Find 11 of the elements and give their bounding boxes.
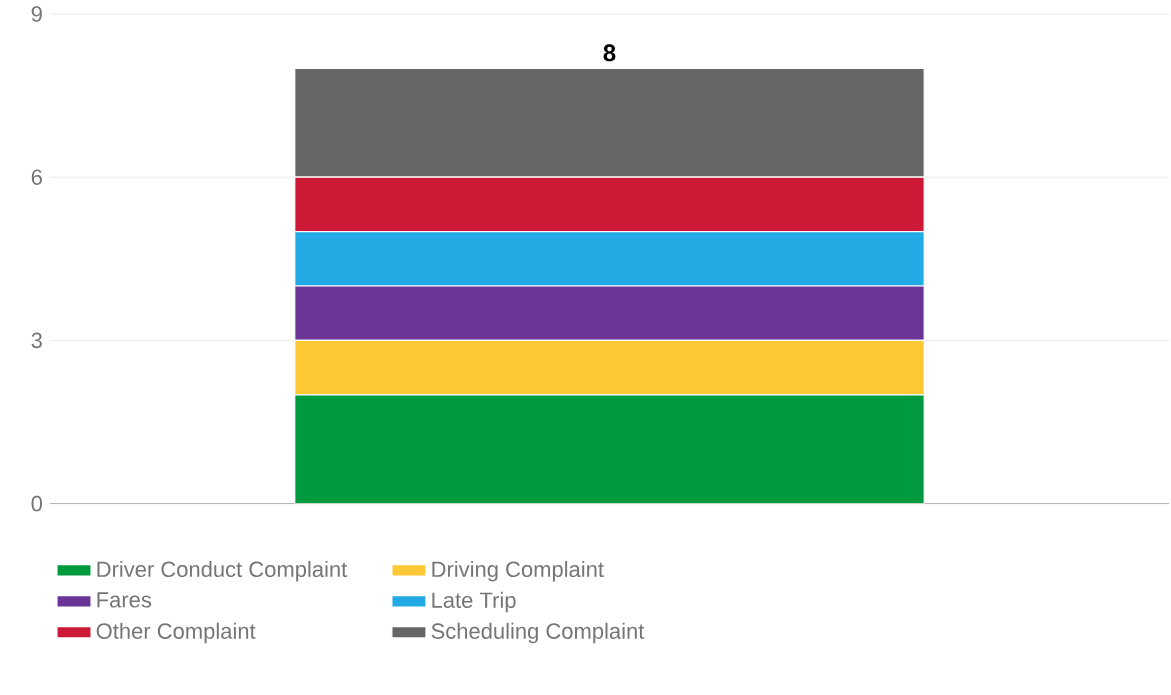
legend-label: Fares — [97, 592, 152, 608]
y-tick-label: 3 — [31, 332, 42, 348]
legend-label: Scheduling Complaint — [431, 622, 645, 644]
legend-label: Late Trip — [432, 591, 516, 613]
y-tick-label: 6 — [31, 169, 42, 185]
legend-label: Driver Conduct Complaint — [97, 560, 348, 582]
y-tick-label: 0 — [31, 495, 43, 512]
legend-label: Driving Complaint — [432, 560, 604, 582]
y-tick-label: 9 — [31, 6, 42, 22]
total-label: 8 — [603, 44, 616, 62]
legend-label: Other Complaint — [96, 622, 256, 644]
